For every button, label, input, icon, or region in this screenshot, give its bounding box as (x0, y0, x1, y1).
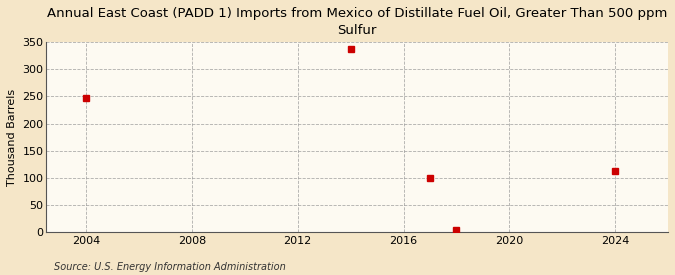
Y-axis label: Thousand Barrels: Thousand Barrels (7, 89, 17, 186)
Title: Annual East Coast (PADD 1) Imports from Mexico of Distillate Fuel Oil, Greater T: Annual East Coast (PADD 1) Imports from … (47, 7, 668, 37)
Text: Source: U.S. Energy Information Administration: Source: U.S. Energy Information Administ… (54, 262, 286, 272)
